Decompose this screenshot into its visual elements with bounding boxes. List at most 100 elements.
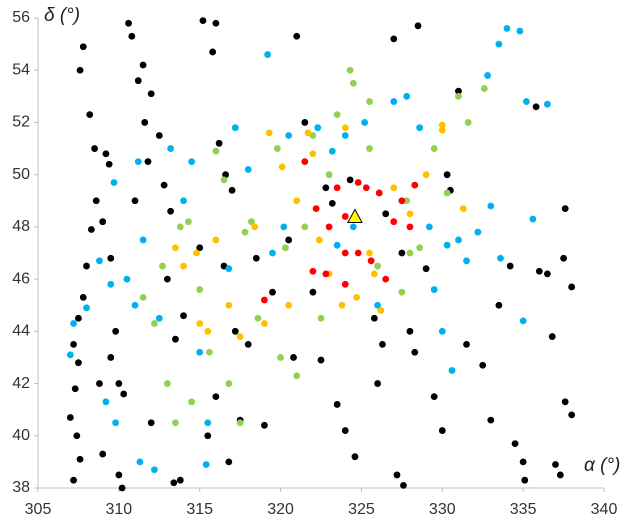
point: [172, 419, 179, 427]
point: [480, 85, 488, 92]
point: [532, 103, 540, 111]
x-tick-label: 340: [591, 501, 618, 518]
point: [544, 100, 551, 108]
point: [96, 380, 103, 387]
point: [333, 111, 341, 119]
point: [136, 458, 144, 466]
point: [151, 320, 158, 327]
point: [438, 327, 446, 335]
point: [196, 320, 204, 327]
point: [390, 98, 398, 105]
point: [269, 288, 276, 296]
point: [167, 145, 175, 152]
point: [204, 419, 212, 427]
point: [155, 132, 163, 139]
point: [519, 317, 527, 325]
point: [411, 348, 419, 356]
point: [170, 479, 178, 487]
point: [301, 119, 309, 126]
point: [333, 184, 341, 192]
point: [403, 92, 411, 100]
point: [180, 197, 187, 205]
point: [91, 145, 98, 152]
point: [102, 398, 110, 406]
point: [220, 176, 228, 184]
point: [438, 121, 446, 129]
point: [341, 427, 349, 434]
point: [199, 17, 207, 25]
x-tick-label: 305: [25, 501, 52, 518]
point: [556, 471, 564, 479]
point: [430, 145, 438, 152]
point: [367, 257, 375, 265]
point: [328, 147, 336, 155]
point: [196, 244, 204, 252]
x-tick-label: 310: [106, 501, 133, 518]
point: [264, 51, 272, 58]
point: [548, 333, 556, 340]
point: [66, 351, 74, 359]
point: [521, 476, 529, 484]
point: [443, 189, 451, 197]
point: [131, 197, 139, 205]
point: [236, 333, 244, 340]
point: [322, 270, 330, 278]
point: [438, 126, 446, 134]
point: [244, 166, 252, 173]
point: [131, 301, 139, 309]
point: [155, 314, 163, 322]
point: [139, 293, 147, 301]
point: [188, 158, 196, 166]
point: [163, 275, 171, 283]
point: [96, 257, 103, 265]
point: [269, 249, 276, 257]
point: [172, 335, 179, 343]
point: [159, 262, 166, 270]
point: [535, 267, 543, 275]
point: [115, 380, 123, 387]
point: [463, 340, 470, 348]
x-tick-label: 320: [267, 501, 294, 518]
point: [497, 254, 504, 262]
point: [180, 312, 187, 320]
y-tick-label: 42: [12, 375, 30, 392]
point: [495, 40, 503, 48]
point: [251, 223, 259, 231]
point: [261, 320, 268, 327]
point: [99, 450, 107, 458]
point: [411, 181, 419, 189]
point: [315, 236, 323, 244]
y-tick-label: 48: [12, 218, 30, 235]
point: [231, 124, 239, 132]
point: [314, 124, 322, 132]
point: [99, 218, 107, 226]
point: [430, 286, 438, 293]
y-tick-label: 38: [12, 479, 30, 496]
point: [293, 32, 301, 40]
point: [277, 354, 284, 361]
point: [76, 455, 84, 463]
point: [361, 119, 369, 126]
point: [503, 25, 511, 32]
point: [261, 421, 268, 429]
point: [282, 244, 289, 252]
point: [353, 293, 360, 301]
point: [398, 288, 406, 296]
point: [86, 111, 94, 119]
point: [333, 401, 341, 408]
point: [312, 205, 320, 213]
point: [285, 236, 293, 244]
x-tick-label: 315: [186, 501, 213, 518]
point: [144, 158, 152, 166]
point: [568, 411, 576, 419]
y-tick-label: 52: [12, 114, 30, 131]
point: [422, 171, 430, 179]
point: [147, 419, 155, 427]
point: [66, 414, 74, 421]
point: [309, 267, 317, 275]
point: [222, 171, 229, 179]
point: [400, 481, 407, 489]
point: [180, 262, 187, 270]
point: [479, 361, 487, 369]
point: [107, 254, 115, 262]
